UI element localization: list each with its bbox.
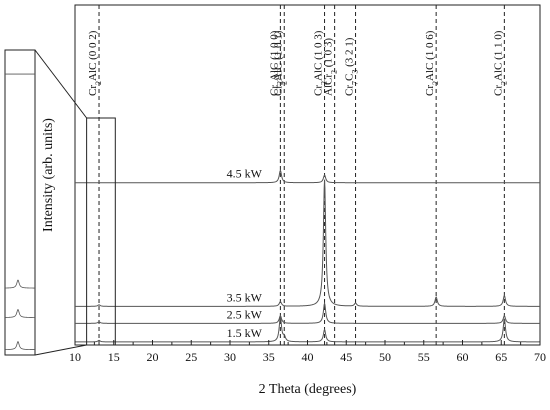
peak-label: Cr2AlC (1 0 3) — [313, 30, 329, 96]
series-line — [75, 301, 540, 324]
peak-label-part: AlC (1 0 1) — [272, 30, 284, 81]
peak-label-part: AlCr — [323, 74, 335, 96]
inset-series-line — [5, 309, 36, 318]
zoom-connector-bottom — [34, 344, 87, 356]
diffraction-series — [75, 169, 540, 343]
x-tick-label: 25 — [185, 350, 197, 364]
peak-label-part: AlC (1 1 0) — [492, 30, 504, 81]
peak-label-part: AlC (1 0 6) — [424, 30, 436, 81]
peak-label-part: C — [344, 74, 356, 81]
peak-label-part: Cr — [87, 85, 99, 96]
x-tick-label: 70 — [534, 350, 546, 364]
x-tick-label: 65 — [495, 350, 507, 364]
x-tick-label: 50 — [379, 350, 391, 364]
y-axis-title: Intensity (arb. units) — [41, 118, 56, 232]
peak-label-part: Cr — [424, 85, 436, 96]
peak-label: AlCr2 (1 0 3) — [323, 38, 339, 96]
peak-label: Cr2AlC (1 1 0) — [492, 30, 508, 96]
series-label: 4.5 kW — [227, 167, 263, 181]
peak-label: Cr2AlC (1 0 0) — [268, 30, 284, 96]
peak-label-part: AlC (0 0 2) — [87, 30, 99, 81]
peak-label-part: 2 — [431, 81, 440, 85]
peak-label-part: Cr — [272, 85, 284, 96]
series-labels: 1.5 kW 2.5 kW 3.5 kW 4.5 kW — [227, 167, 263, 340]
peak-label-part: 2 — [94, 81, 103, 85]
peak-label-part: Cr — [492, 85, 504, 96]
peak-label-part: 2 — [275, 81, 284, 85]
series-label: 1.5 kW — [227, 326, 263, 340]
peak-label-part: Cr — [313, 85, 325, 96]
peak-label-part: 3 — [350, 70, 359, 74]
peak-label-part: AlC (1 0 0) — [268, 30, 280, 81]
reference-lines — [98, 5, 505, 345]
peak-label-part: Cr — [344, 85, 356, 96]
x-tick-label: 10 — [69, 350, 81, 364]
x-tick-label: 30 — [224, 350, 236, 364]
x-tick-label: 15 — [108, 350, 120, 364]
peak-label-part: 2 — [319, 81, 328, 85]
series-label: 3.5 kW — [227, 290, 263, 304]
peak-label-part: AlC (1 0 3) — [313, 30, 325, 81]
plot-frame — [74, 4, 541, 346]
x-tick-label: 60 — [457, 350, 469, 364]
inset-series-line — [5, 279, 36, 289]
x-tick-label: 35 — [263, 350, 275, 364]
x-tick-label: 20 — [147, 350, 159, 364]
zoom-connector-top — [34, 49, 88, 119]
x-axis-title: 2 Theta (degrees) — [259, 382, 357, 397]
peak-label-part: 2 — [329, 70, 338, 74]
zoom-inset — [4, 49, 36, 356]
zoom-region-box — [86, 117, 116, 346]
x-axis-ticks: 10 15 20 25 30 35 40 45 50 55 60 65 70 — [69, 340, 546, 364]
series-line — [75, 179, 540, 307]
series-line — [75, 169, 540, 184]
peak-label: Cr2AlC (1 0 6) — [424, 30, 440, 96]
peak-label-part: (3 2 1) — [344, 37, 356, 69]
peak-labels: Cr2AlC (0 0 2)Cr2AlC (1 0 0)Cr2AlC (1 0 … — [87, 30, 508, 96]
x-tick-label: 55 — [418, 350, 430, 364]
peak-label-part: 2 — [279, 81, 288, 85]
zoom-connectors — [34, 49, 88, 356]
peak-label: Cr2AlC (0 0 2) — [87, 30, 103, 96]
peak-label: Cr2AlC (1 0 1) — [272, 30, 288, 96]
inset-series-line — [5, 341, 35, 350]
peak-label: Cr7C3 (3 2 1) — [344, 37, 360, 96]
series-label: 2.5 kW — [227, 307, 263, 321]
peak-label-part: Cr — [268, 85, 280, 96]
x-tick-label: 40 — [302, 350, 314, 364]
peak-label-part: (1 0 3) — [323, 38, 335, 70]
peak-label-part: 2 — [499, 81, 508, 85]
inset-frame — [4, 49, 36, 356]
series-line — [75, 316, 540, 343]
peak-label-part: 7 — [350, 81, 359, 85]
x-tick-label: 45 — [340, 350, 352, 364]
